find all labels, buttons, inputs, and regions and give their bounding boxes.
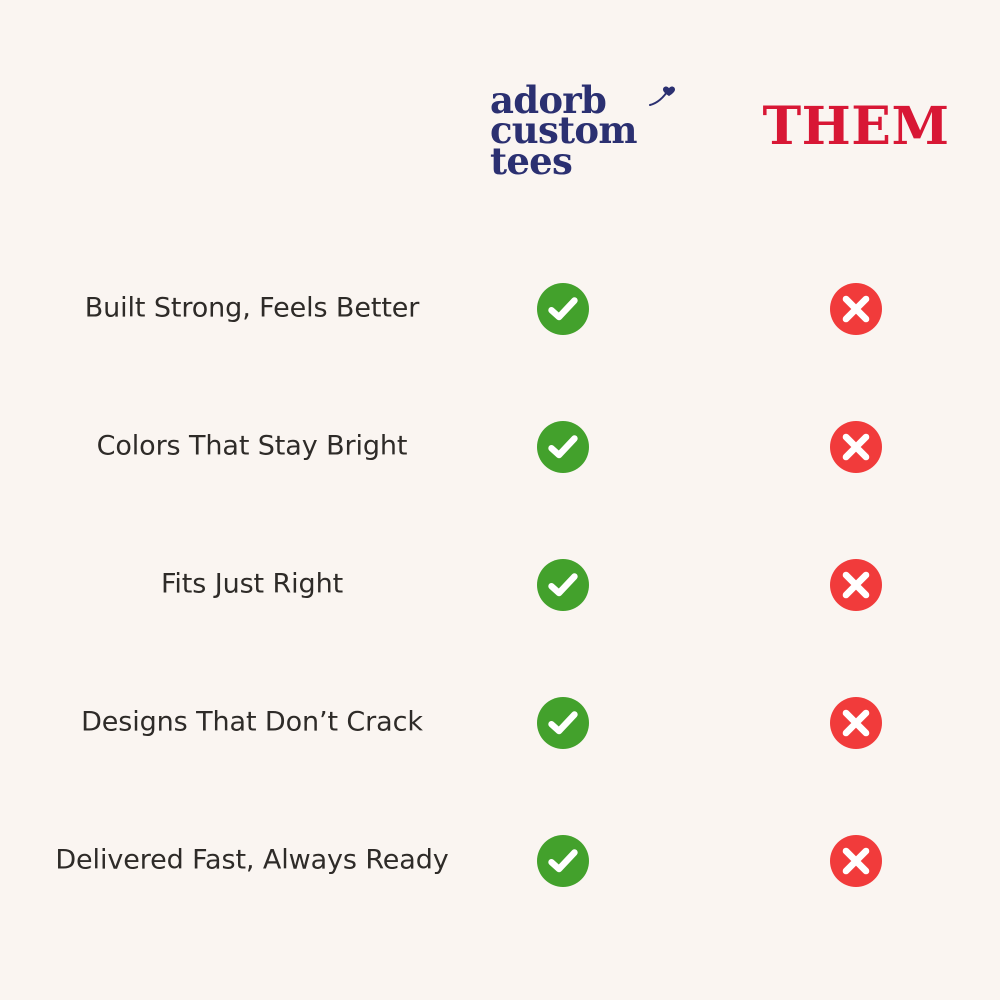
feature-label: Delivered Fast, Always Ready: [55, 844, 449, 876]
feature-label: Designs That Don’t Crack: [81, 706, 423, 738]
check-circle-icon: [535, 281, 591, 337]
x-circle-icon: [828, 419, 884, 475]
table-row: Designs That Don’t Crack: [0, 654, 1000, 792]
table-row: Built Strong, Feels Better: [0, 240, 1000, 378]
table-row: Colors That Stay Bright: [0, 378, 1000, 516]
x-circle-icon: [828, 695, 884, 751]
check-circle-icon: [535, 695, 591, 751]
x-circle-icon: [828, 281, 884, 337]
brand-logo-line-1-text: adorb: [490, 78, 607, 122]
competitor-title: THEM: [762, 96, 950, 157]
comparison-rows: Built Strong, Feels Better Colors That S…: [0, 240, 1000, 930]
check-circle-icon: [535, 557, 591, 613]
brand-logo: adorb custom tees: [490, 82, 675, 183]
brand-logo-line-3: tees: [490, 138, 573, 183]
table-row: Delivered Fast, Always Ready: [0, 792, 1000, 930]
feature-label: Built Strong, Feels Better: [84, 292, 420, 324]
brand-logo-line-1: adorb: [490, 82, 675, 119]
feature-label: Colors That Stay Bright: [96, 430, 408, 462]
x-circle-icon: [828, 833, 884, 889]
brand-logo-line-2: custom: [490, 108, 637, 153]
table-row: Fits Just Right: [0, 516, 1000, 654]
feature-label: Fits Just Right: [160, 568, 344, 600]
x-circle-icon: [828, 557, 884, 613]
check-circle-icon: [535, 419, 591, 475]
heart-sprig-icon: [646, 75, 680, 109]
comparison-header: adorb custom tees THEM: [0, 82, 1000, 205]
check-circle-icon: [535, 833, 591, 889]
